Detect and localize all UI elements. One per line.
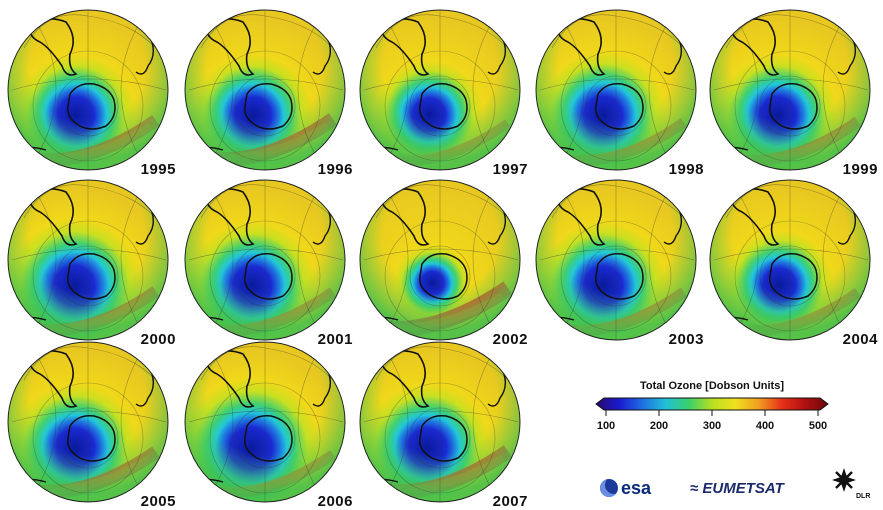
globe-panel: 2000 [6,178,178,348]
ozone-globe-map [184,341,346,503]
eumetsat-logo: ≈ EUMETSAT [690,480,784,497]
globe-panel: 2006 [183,340,355,510]
year-label: 1996 [317,161,353,178]
year-label: 2004 [842,331,878,348]
eumetsat-logo-text: EUMETSAT [702,480,784,497]
ozone-globe-map [7,179,169,341]
ozone-globe-map [7,9,169,171]
legend-tick-label: 200 [649,420,669,432]
legend-tick-label: 400 [755,420,775,432]
dlr-logo-icon [832,468,856,492]
year-label: 1997 [492,161,528,178]
ozone-globe-map [7,341,169,503]
ozone-globe-map [184,179,346,341]
esa-mark-icon [600,479,618,497]
globe-panel: 2002 [358,178,530,348]
globe-panel: 2001 [183,178,355,348]
ozone-globe-map [359,9,521,171]
globe-panel: 1998 [534,8,706,178]
ozone-globe-map [709,9,871,171]
globe-panel: 2005 [6,340,178,510]
globe-panel: 1999 [708,8,880,178]
year-label: 2003 [668,331,704,348]
year-label: 2000 [140,331,176,348]
globe-panel: 1996 [183,8,355,178]
year-label: 1995 [140,161,176,178]
legend-tick-label: 300 [702,420,722,432]
year-label: 2005 [140,493,176,510]
legend-gradient [595,397,829,411]
ozone-globe-map [359,179,521,341]
legend-tick-label: 100 [596,420,616,432]
globe-panel: 2007 [358,340,530,510]
dlr-logo-text: DLR [856,493,871,500]
legend-title: Total Ozone [Dobson Units] [639,380,784,392]
year-label: 2001 [317,331,353,348]
legend-color-bar [595,397,829,416]
globe-panel: 1995 [6,8,178,178]
ozone-globe-map [535,9,697,171]
year-label: 1999 [842,161,878,178]
year-label: 1998 [668,161,704,178]
ozone-globe-map [184,9,346,171]
year-label: 2006 [317,493,353,510]
globe-panel: 2004 [708,178,880,348]
color-legend: Total Ozone [Dobson Units] 100 200 300 400 5… [594,380,830,440]
globe-panel: 1997 [358,8,530,178]
globe-panel: 2003 [534,178,706,348]
esa-logo-text: esa [621,478,652,498]
ozone-globe-map [535,179,697,341]
ozone-globe-map [709,179,871,341]
year-label: 2002 [492,331,528,348]
ozone-globe-map [359,341,521,503]
year-label: 2007 [492,493,528,510]
legend-tick-label: 500 [808,420,828,432]
esa-logo: esa [600,478,651,499]
